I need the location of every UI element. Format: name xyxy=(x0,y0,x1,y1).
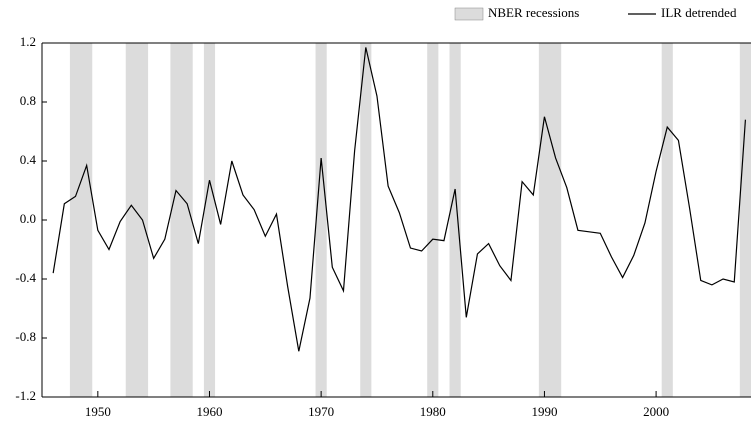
legend-label: ILR detrended xyxy=(661,5,737,20)
x-tick-label: 1990 xyxy=(531,404,557,419)
y-tick-label: 0.8 xyxy=(20,93,36,108)
recession-band xyxy=(739,43,751,397)
y-tick-label: -0.8 xyxy=(15,329,36,344)
recession-band xyxy=(170,43,193,397)
legend-swatch xyxy=(454,7,484,21)
x-tick-label: 2000 xyxy=(643,404,669,419)
series-line xyxy=(52,47,747,352)
y-tick-label: -0.4 xyxy=(15,270,36,285)
recession-band xyxy=(315,43,327,397)
recession-band xyxy=(69,43,93,397)
recession-band xyxy=(203,43,216,397)
legend-label: NBER recessions xyxy=(488,5,579,20)
x-tick-label: 1960 xyxy=(196,404,222,419)
recession-band xyxy=(427,43,439,397)
recession-band xyxy=(449,43,461,397)
y-tick-label: 1.2 xyxy=(20,34,36,49)
x-tick-label: 1980 xyxy=(420,404,446,419)
y-tick-label: 0.0 xyxy=(20,211,36,226)
y-tick-label: 0.4 xyxy=(20,152,37,167)
x-tick-label: 1970 xyxy=(308,404,334,419)
recession-band xyxy=(125,43,149,397)
recession-band xyxy=(661,43,673,397)
x-tick-label: 1950 xyxy=(85,404,111,419)
y-tick-label: -1.2 xyxy=(15,388,36,403)
recession-band xyxy=(538,43,562,397)
recession-band xyxy=(360,43,372,397)
